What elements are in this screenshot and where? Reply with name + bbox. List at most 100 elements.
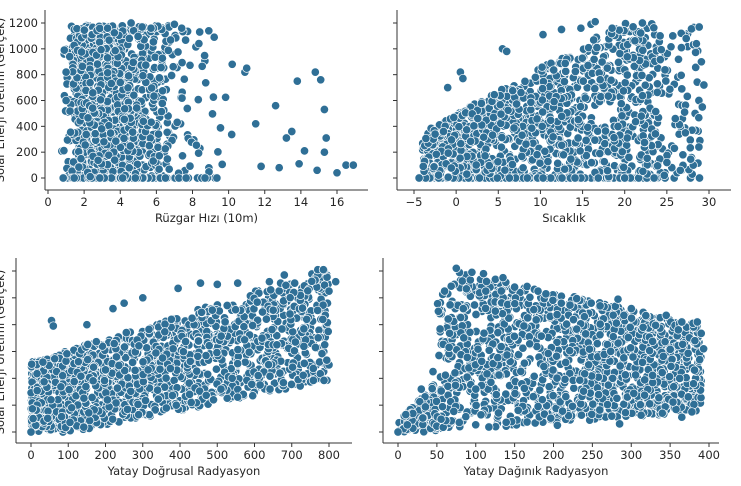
scatter-point (157, 98, 167, 108)
scatter-point (227, 129, 237, 140)
scatter-point (616, 99, 626, 109)
scatter-point (95, 37, 105, 47)
shared-y-axis-label-bottom: Solar Enerji Üretimi (Gerçek) (0, 270, 7, 435)
scatter-point (493, 157, 503, 167)
scatter-point (694, 113, 704, 123)
scatter-point (651, 107, 661, 117)
scatter-point (207, 305, 217, 315)
scatter-point (299, 341, 309, 351)
scatter-point (115, 77, 125, 88)
scatter-point (128, 357, 138, 367)
scatter-point (267, 325, 277, 335)
scatter-point (182, 103, 192, 114)
scatter-point (134, 410, 144, 420)
scatter-point (318, 314, 328, 324)
scatter-point (138, 116, 148, 126)
scatter-point (489, 90, 499, 100)
scatter-point (141, 60, 151, 70)
scatter-point (179, 74, 189, 84)
scatter-point (204, 341, 214, 351)
scatter-point (650, 129, 660, 139)
scatter-point (95, 23, 105, 33)
scatter-point (492, 173, 502, 183)
scatter-point (195, 27, 205, 37)
scatter-point (630, 36, 640, 46)
scatter-point (114, 360, 124, 371)
scatter-point (682, 91, 692, 101)
scatter-point (595, 75, 605, 85)
scatter-point (600, 139, 610, 149)
scatter-point (665, 84, 675, 94)
scatter-point (602, 166, 613, 176)
scatter-point (220, 317, 230, 327)
y-tick-label: 1000 (9, 42, 38, 56)
scatter-point (681, 33, 691, 44)
scatter-point (322, 355, 332, 365)
scatter-point (414, 173, 424, 183)
scatter-point (685, 135, 695, 145)
scatter-point (557, 111, 567, 121)
scatter-point (162, 154, 172, 164)
scatter-point (686, 154, 696, 164)
scatter-point (257, 333, 267, 343)
scatter-point (158, 353, 168, 363)
scatter-point (670, 114, 680, 124)
scatter-point (154, 151, 164, 161)
scatter-point (137, 22, 147, 32)
scatter-point (496, 109, 506, 119)
scatter-point (109, 339, 119, 349)
scatter-point (77, 47, 87, 57)
scatter-point (577, 53, 587, 63)
scatter-point (61, 67, 71, 77)
scatter-point (186, 397, 196, 408)
scatter-point (177, 151, 188, 161)
y-axis-label-top: Solar Enerji Üretimi (Gerçek) (0, 18, 7, 183)
scatter-point (649, 173, 659, 183)
scatter-point (46, 395, 56, 405)
scatter-point (570, 66, 580, 77)
scatter-point (99, 137, 109, 147)
scatter-point (142, 343, 152, 353)
scatter-point (201, 351, 211, 361)
scatter-point (526, 97, 536, 107)
scatter-point (581, 135, 591, 145)
x-tick-label: 10 (533, 195, 548, 209)
scatter-point (96, 95, 106, 105)
scatter-point (595, 148, 605, 159)
scatter-point (418, 161, 428, 171)
scatter-point (566, 154, 576, 164)
scatter-point (526, 105, 536, 115)
x-tick-label: 16 (330, 195, 345, 209)
scatter-point (83, 113, 93, 123)
scatter-point (443, 148, 453, 158)
scatter-point (517, 130, 527, 140)
scatter-point (27, 404, 37, 414)
scatter-point (277, 324, 287, 334)
scatter-point (177, 93, 187, 103)
scatter-point (622, 70, 632, 80)
scatter-point (79, 25, 89, 35)
scatter-point (558, 150, 569, 160)
x-tick-label: 500 (206, 448, 228, 462)
scatter-point (91, 337, 101, 347)
scatter-point (474, 173, 485, 183)
scatter-point (108, 304, 118, 314)
scatter-point (148, 37, 158, 47)
scatter-point (208, 92, 218, 102)
scatter-point (201, 390, 211, 400)
scatter-point (299, 324, 309, 334)
scatter-point (302, 314, 312, 324)
scatter-point (504, 173, 514, 183)
scatter-point (62, 135, 73, 145)
panel-wind-speed: 0 2 4 6 8 10 12 14 16020040060080010001200Rüzgar… (9, 10, 368, 225)
scatter-point (155, 364, 165, 374)
scatter-point (649, 23, 659, 33)
scatter-point (65, 106, 75, 116)
scatter-point (640, 80, 650, 90)
scatter-point (111, 136, 121, 146)
scatter-point (275, 368, 285, 378)
scatter-point (66, 127, 76, 137)
scatter-point (121, 328, 131, 338)
